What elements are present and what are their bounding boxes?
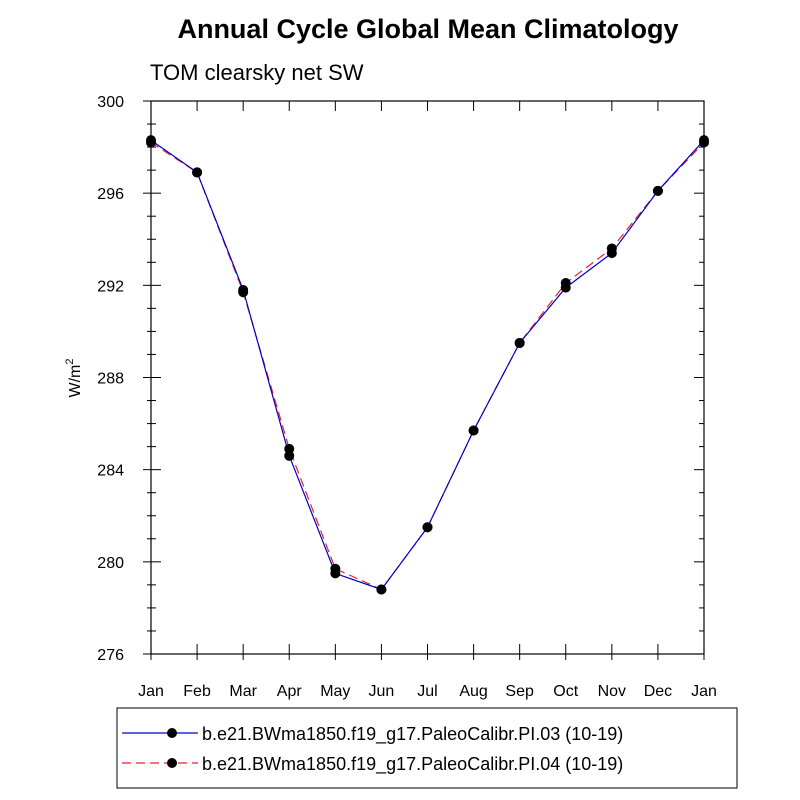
series-1-point	[468, 425, 479, 436]
series-1-point	[192, 167, 203, 178]
y-tick-label: 280	[97, 555, 124, 572]
series-line-1	[150, 139, 705, 591]
x-tick-label: Mar	[229, 683, 257, 700]
legend-marker-2	[167, 758, 177, 768]
x-tick-label: Feb	[183, 683, 211, 700]
x-tick-label: Jan	[138, 683, 164, 700]
series-1-point	[560, 282, 571, 293]
x-tick-label: Jul	[417, 683, 437, 700]
series-1-point	[146, 135, 156, 146]
x-tick-label: Nov	[598, 683, 626, 700]
y-axis-label: W/m2	[64, 359, 84, 398]
y-axis-label-base: W/m	[67, 365, 84, 398]
x-tick-label: Sep	[505, 683, 534, 700]
x-tick-label: Jun	[369, 683, 395, 700]
chart-subtitle: TOM clearsky net SW	[150, 60, 364, 85]
series-1-point	[422, 522, 433, 533]
y-tick-label: 292	[97, 278, 124, 295]
axis-ticks: Jan Feb Mar Apr May Jun Jul Aug Sep Oct Nov Dec Jan 2…	[97, 94, 717, 700]
series-1-point	[330, 568, 341, 579]
x-tick-label: Jan	[691, 683, 717, 700]
y-tick-label: 296	[97, 186, 124, 203]
legend-label-1: b.e21.BWma1850.f19_g17.PaleoCalibr.PI.03…	[202, 724, 623, 745]
y-tick-label: 284	[97, 463, 124, 480]
series-1-point	[514, 337, 525, 348]
x-tick-label: May	[320, 683, 350, 700]
legend-box	[116, 707, 738, 789]
y-tick-label: 300	[97, 94, 124, 111]
series-1-point	[376, 584, 387, 595]
plot-frame	[150, 100, 705, 655]
x-tick-label: Apr	[277, 683, 303, 700]
legend-label-2: b.e21.BWma1850.f19_g17.PaleoCalibr.PI.04…	[202, 754, 623, 775]
x-tick-label: Aug	[459, 683, 487, 700]
y-tick-label: 288	[97, 371, 124, 388]
x-tick-label: Oct	[553, 683, 578, 700]
y-tick-label: 276	[97, 647, 124, 664]
legend-marker-1	[167, 728, 177, 738]
legend: b.e21.BWma1850.f19_g17.PaleoCalibr.PI.03…	[122, 724, 623, 775]
y-axis-label-exponent: 2	[64, 359, 76, 365]
series-group	[146, 135, 709, 595]
series-1-point	[238, 284, 249, 295]
series-1-point	[652, 185, 663, 196]
x-tick-label: Dec	[644, 683, 672, 700]
series-1-point	[606, 248, 617, 259]
series-2-point	[284, 443, 295, 454]
series-1-point	[284, 450, 295, 461]
series-1-point	[699, 135, 709, 146]
chart-title: Annual Cycle Global Mean Climatology	[177, 14, 678, 44]
